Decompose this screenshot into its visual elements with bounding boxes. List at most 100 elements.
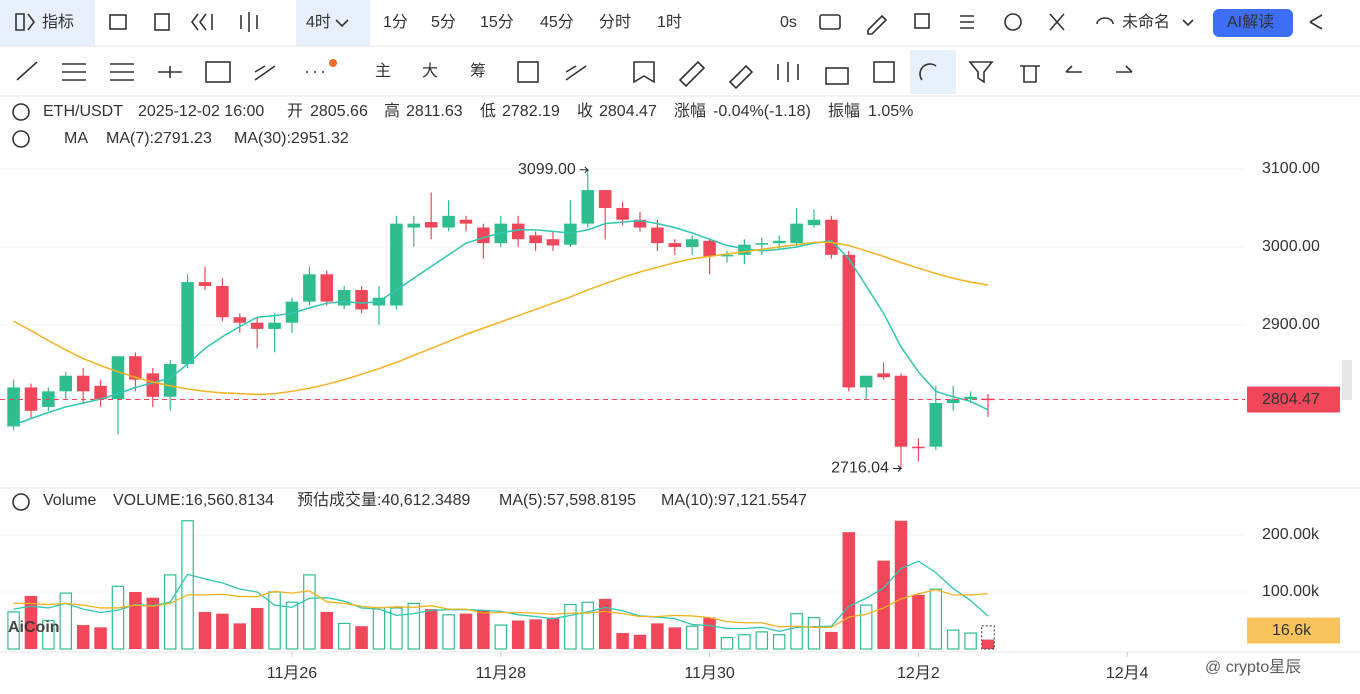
- volume-bar: [407, 602, 421, 650]
- candle-body: [94, 385, 107, 400]
- toolbar-item[interactable]: 0s: [780, 14, 797, 31]
- icon[interactable]: [819, 14, 841, 30]
- volume-bar: [7, 611, 20, 650]
- icon[interactable]: [109, 14, 127, 30]
- icon[interactable]: [110, 63, 134, 81]
- volume-bar: [111, 585, 125, 650]
- scroll-handle[interactable]: [1342, 360, 1352, 400]
- toolbar-item[interactable]: 分时: [599, 13, 631, 31]
- icon[interactable]: [254, 65, 276, 81]
- icon[interactable]: [1116, 65, 1133, 73]
- candle-body: [442, 215, 455, 228]
- volume-bar: [668, 627, 682, 649]
- candle-body: [146, 373, 160, 397]
- candle-body: [163, 364, 177, 397]
- candle-body: [129, 356, 142, 380]
- toolbar-item[interactable]: 4时: [306, 13, 331, 31]
- icon[interactable]: [158, 66, 182, 78]
- toolbar-item[interactable]: 1时: [657, 13, 682, 31]
- volume-bar: [459, 613, 473, 649]
- toolbar-item[interactable]: 5分: [431, 13, 456, 31]
- toolbar-item[interactable]: 45分: [540, 13, 574, 31]
- icon[interactable]: [968, 61, 994, 84]
- extreme-arrow: [579, 166, 589, 174]
- candle-body: [459, 219, 473, 224]
- candle-body: [981, 398, 995, 401]
- icon[interactable]: [1004, 13, 1022, 31]
- volume-bar: [581, 601, 595, 650]
- toolbar-item[interactable]: 15分: [480, 13, 514, 31]
- volume-bar: [981, 639, 995, 649]
- ai-button[interactable]: [1213, 9, 1293, 37]
- icon[interactable]: [914, 13, 930, 29]
- volume-bar: [494, 624, 508, 650]
- candle-body: [633, 219, 647, 228]
- candle-body: [825, 219, 838, 255]
- candle-body: [407, 223, 421, 228]
- volume-bar: [529, 619, 542, 649]
- icon[interactable]: [1065, 65, 1082, 73]
- info-time: 2025-12-02 16:00: [138, 103, 264, 120]
- icon[interactable]: [728, 64, 754, 90]
- icon[interactable]: [633, 61, 655, 84]
- toolbar-item[interactable]: AI解读: [1227, 13, 1274, 31]
- collapse[interactable]: [12, 130, 30, 148]
- icon[interactable]: [16, 61, 38, 81]
- volume-bar: [616, 633, 629, 649]
- icon[interactable]: [777, 62, 799, 82]
- icon[interactable]: [825, 67, 849, 85]
- draw-tool[interactable]: 筹: [470, 62, 486, 80]
- candle-body: [285, 301, 299, 323]
- icon[interactable]: [919, 63, 937, 81]
- volume-bar: [285, 601, 299, 650]
- volume-bar: [685, 625, 699, 650]
- icon[interactable]: [1309, 14, 1323, 30]
- candle-body: [651, 227, 664, 244]
- volume-tag: [1247, 617, 1340, 644]
- icon[interactable]: [565, 65, 587, 81]
- volume-bar: [442, 614, 455, 650]
- icon[interactable]: [1096, 17, 1114, 25]
- magnet-bg[interactable]: [910, 50, 956, 94]
- volume-bar: [877, 560, 890, 649]
- icon[interactable]: [1049, 13, 1065, 31]
- candle-body: [772, 240, 786, 244]
- candle-body: [842, 254, 856, 388]
- volume-bar: [233, 623, 247, 649]
- volume-bar: [825, 631, 838, 649]
- toolbar-item[interactable]: 指标: [42, 13, 74, 31]
- draw-tool[interactable]: 大: [422, 62, 438, 80]
- icon[interactable]: [335, 19, 349, 28]
- candle-body: [685, 239, 699, 248]
- x-tick-label: 11月30: [684, 665, 735, 682]
- icon[interactable]: [62, 63, 86, 81]
- collapse[interactable]: [12, 103, 30, 121]
- icon[interactable]: [517, 61, 539, 83]
- volume-bar: [929, 588, 943, 650]
- candle-body: [668, 243, 682, 248]
- candle-body: [616, 208, 629, 220]
- icon[interactable]: [960, 15, 974, 29]
- candle-body: [755, 243, 769, 245]
- icon[interactable]: [205, 61, 231, 83]
- icon[interactable]: [15, 13, 35, 31]
- icon[interactable]: [154, 13, 170, 31]
- toolbar-item[interactable]: 未命名: [1122, 13, 1170, 31]
- icon[interactable]: [867, 14, 888, 35]
- icon[interactable]: [678, 60, 706, 88]
- volume-bar: [912, 594, 925, 649]
- toolbar-item[interactable]: 1分: [383, 13, 408, 31]
- icon[interactable]: [1182, 19, 1194, 27]
- collapse[interactable]: [12, 493, 30, 511]
- volume-bar: [250, 607, 264, 649]
- interval-button-bg[interactable]: [296, 0, 370, 46]
- icon[interactable]: [191, 13, 213, 31]
- draw-tool[interactable]: 主: [375, 62, 391, 80]
- icon[interactable]: [873, 61, 895, 83]
- watermark: AiCoin: [8, 619, 60, 636]
- volume-bar: [372, 607, 386, 650]
- info-low-label: 低: [480, 102, 496, 120]
- info-high-label: 高: [384, 102, 400, 120]
- icon[interactable]: [1020, 65, 1040, 83]
- icon[interactable]: [240, 12, 258, 32]
